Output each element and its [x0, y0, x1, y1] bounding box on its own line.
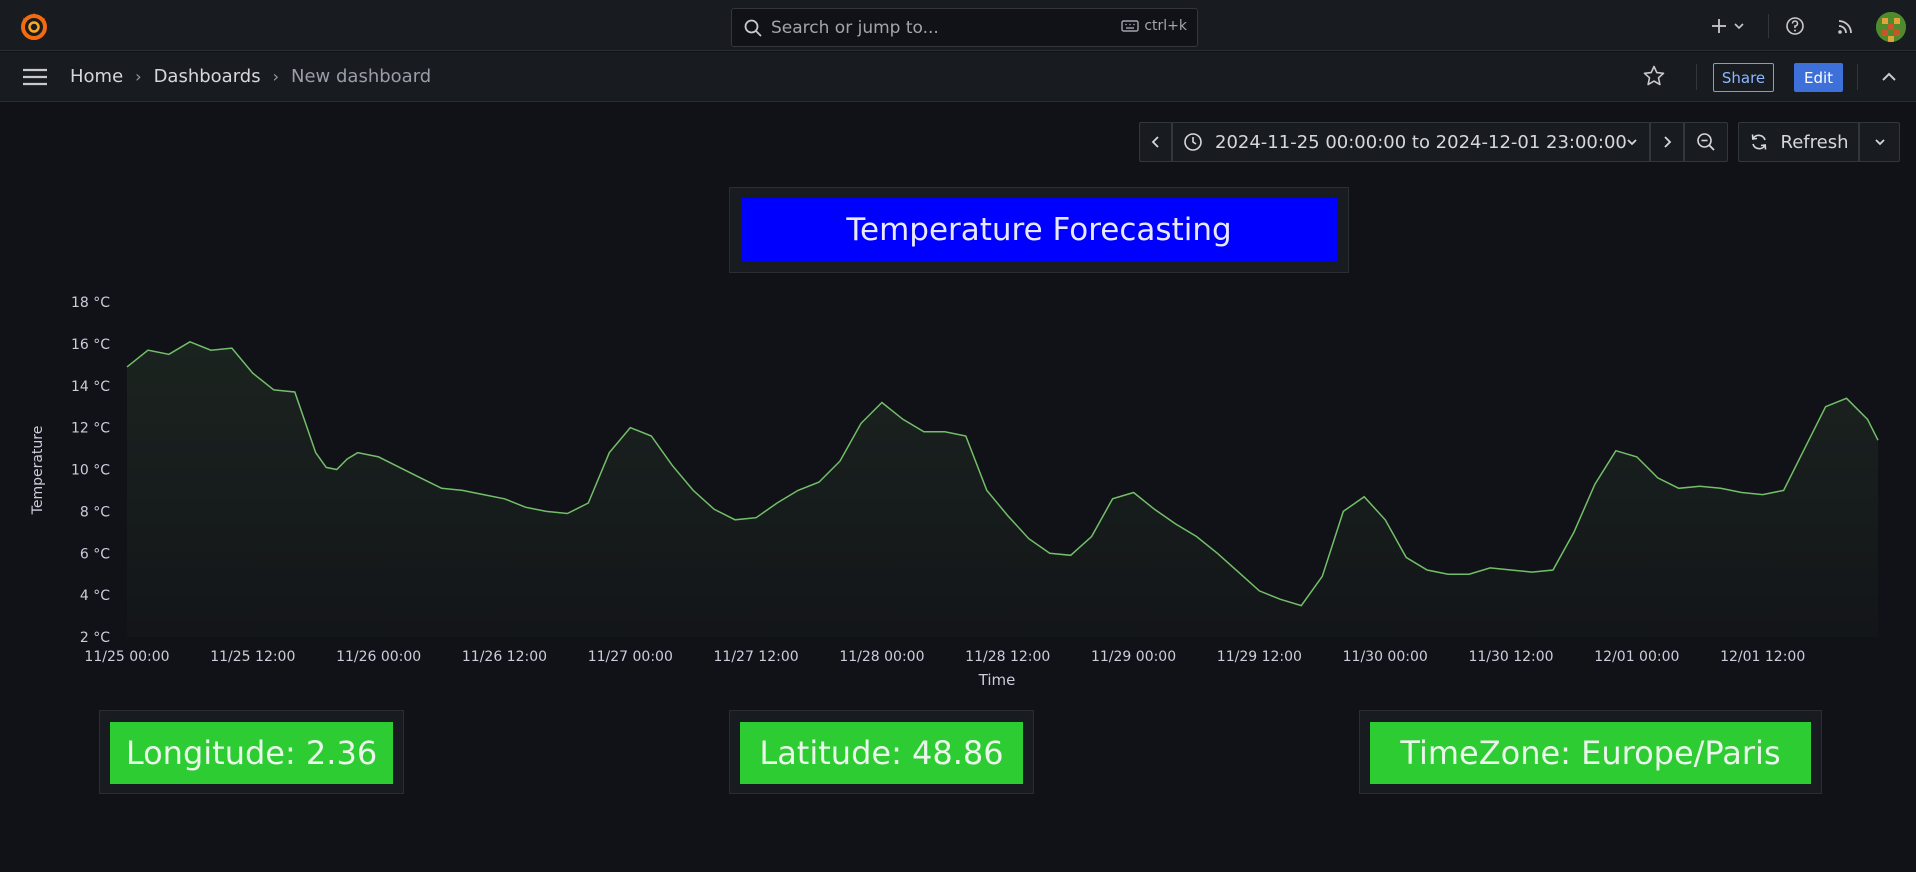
x-tick-label: 11/26 12:00 [462, 649, 547, 665]
x-tick-label: 11/28 12:00 [965, 649, 1050, 665]
y-tick-label: 10 °C [71, 463, 110, 479]
chevron-down-icon [1734, 23, 1744, 30]
x-tick-label: 11/27 12:00 [714, 649, 799, 665]
chevron-up-icon[interactable] [1878, 66, 1900, 88]
y-axis-label: Temperature [30, 426, 46, 516]
zoom-out-button[interactable] [1684, 122, 1728, 162]
search-box[interactable]: Search or jump to... ctrl+k [731, 8, 1198, 47]
help-button[interactable] [1782, 13, 1808, 39]
y-tick-label: 8 °C [80, 504, 110, 520]
refresh-interval-dropdown[interactable] [1859, 122, 1900, 162]
x-tick-label: 11/30 12:00 [1468, 649, 1553, 665]
y-tick-label: 18 °C [71, 295, 110, 311]
x-tick-label: 12/01 00:00 [1594, 649, 1679, 665]
longitude-value: Longitude: 2.36 [110, 722, 393, 784]
x-tick-label: 12/01 12:00 [1720, 649, 1805, 665]
refresh-label: Refresh [1780, 131, 1849, 153]
series-area [127, 341, 1878, 637]
topbar-divider [1768, 14, 1769, 38]
chevron-left-icon [1151, 136, 1159, 148]
x-axis-label: Time [978, 671, 1016, 689]
menu-icon[interactable] [22, 67, 48, 87]
y-tick-label: 6 °C [80, 546, 110, 562]
y-tick-label: 4 °C [80, 588, 110, 604]
time-shift-back-button[interactable] [1139, 122, 1172, 162]
y-tick-label: 16 °C [71, 337, 110, 353]
chevron-down-icon [1627, 139, 1637, 146]
x-tick-label: 11/30 00:00 [1343, 649, 1428, 665]
refresh-button[interactable]: Refresh [1738, 122, 1859, 162]
y-tick-label: 2 °C [80, 630, 110, 646]
breadcrumb-current: New dashboard [291, 66, 432, 87]
avatar[interactable] [1876, 12, 1906, 42]
time-shift-forward-button[interactable] [1650, 122, 1684, 162]
search-shortcut: ctrl+k [1121, 18, 1187, 34]
add-new-button[interactable] [1708, 13, 1748, 39]
dashboard-title: Temperature Forecasting [741, 198, 1337, 261]
temperature-chart[interactable]: 18 °C 16 °C 14 °C 12 °C 10 °C 8 °C 6 °C 4 °C 2 °… [0, 280, 1916, 700]
title-panel[interactable]: Temperature Forecasting [729, 187, 1349, 273]
x-tick-label: 11/27 00:00 [588, 649, 673, 665]
help-icon [1786, 17, 1804, 35]
x-tick-label: 11/25 00:00 [84, 649, 169, 665]
edit-button[interactable]: Edit [1794, 63, 1843, 92]
time-range-picker[interactable]: 2024-11-25 00:00:00 to 2024-12-01 23:00:… [1172, 122, 1650, 162]
timezone-value: TimeZone: Europe/Paris [1370, 722, 1811, 784]
nav-bar: Home › Dashboards › New dashboard Share … [0, 52, 1916, 102]
y-tick-label: 12 °C [71, 421, 110, 437]
share-button[interactable]: Share [1713, 63, 1774, 92]
breadcrumb: Home › Dashboards › New dashboard [70, 66, 431, 87]
chevron-down-icon [1874, 139, 1885, 146]
x-tick-label: 11/26 00:00 [336, 649, 421, 665]
search-icon [744, 19, 762, 37]
clock-icon [1184, 133, 1202, 151]
x-axis: 11/25 00:00 11/25 12:00 11/26 00:00 11/26 1… [84, 649, 1805, 665]
breadcrumb-dashboards[interactable]: Dashboards [153, 66, 261, 87]
grafana-logo-icon[interactable] [18, 10, 50, 42]
rss-icon [1838, 20, 1852, 34]
y-axis: 18 °C 16 °C 14 °C 12 °C 10 °C 8 °C 6 °C 4 °C 2 °… [71, 295, 110, 646]
search-shortcut-label: ctrl+k [1144, 18, 1187, 34]
keyboard-icon [1121, 20, 1140, 32]
longitude-panel[interactable]: Longitude: 2.36 [99, 710, 404, 794]
news-button[interactable] [1833, 13, 1859, 39]
x-tick-label: 11/25 12:00 [210, 649, 295, 665]
y-tick-label: 14 °C [71, 379, 110, 395]
zoom-out-icon [1697, 133, 1715, 151]
breadcrumb-separator-icon: › [135, 67, 142, 86]
star-icon[interactable] [1642, 64, 1666, 88]
timezone-panel[interactable]: TimeZone: Europe/Paris [1359, 710, 1822, 794]
series-line [126, 340, 1879, 607]
plus-icon [1712, 19, 1726, 33]
latitude-value: Latitude: 48.86 [740, 722, 1023, 784]
refresh-icon [1751, 134, 1766, 150]
avatar-image [1876, 12, 1906, 42]
breadcrumb-separator-icon: › [272, 67, 280, 86]
nav-divider [1696, 64, 1697, 90]
latitude-panel[interactable]: Latitude: 48.86 [729, 710, 1034, 794]
nav-divider [1857, 64, 1858, 90]
breadcrumb-home[interactable]: Home [70, 66, 124, 87]
chevron-right-icon [1664, 136, 1672, 148]
x-tick-label: 11/28 00:00 [839, 649, 924, 665]
top-bar: Search or jump to... ctrl+k [0, 0, 1916, 51]
x-tick-label: 11/29 00:00 [1091, 649, 1176, 665]
x-tick-label: 11/29 12:00 [1217, 649, 1302, 665]
search-placeholder: Search or jump to... [771, 17, 939, 38]
time-range-label: 2024-11-25 00:00:00 to 2024-12-01 23:00:… [1215, 131, 1627, 153]
